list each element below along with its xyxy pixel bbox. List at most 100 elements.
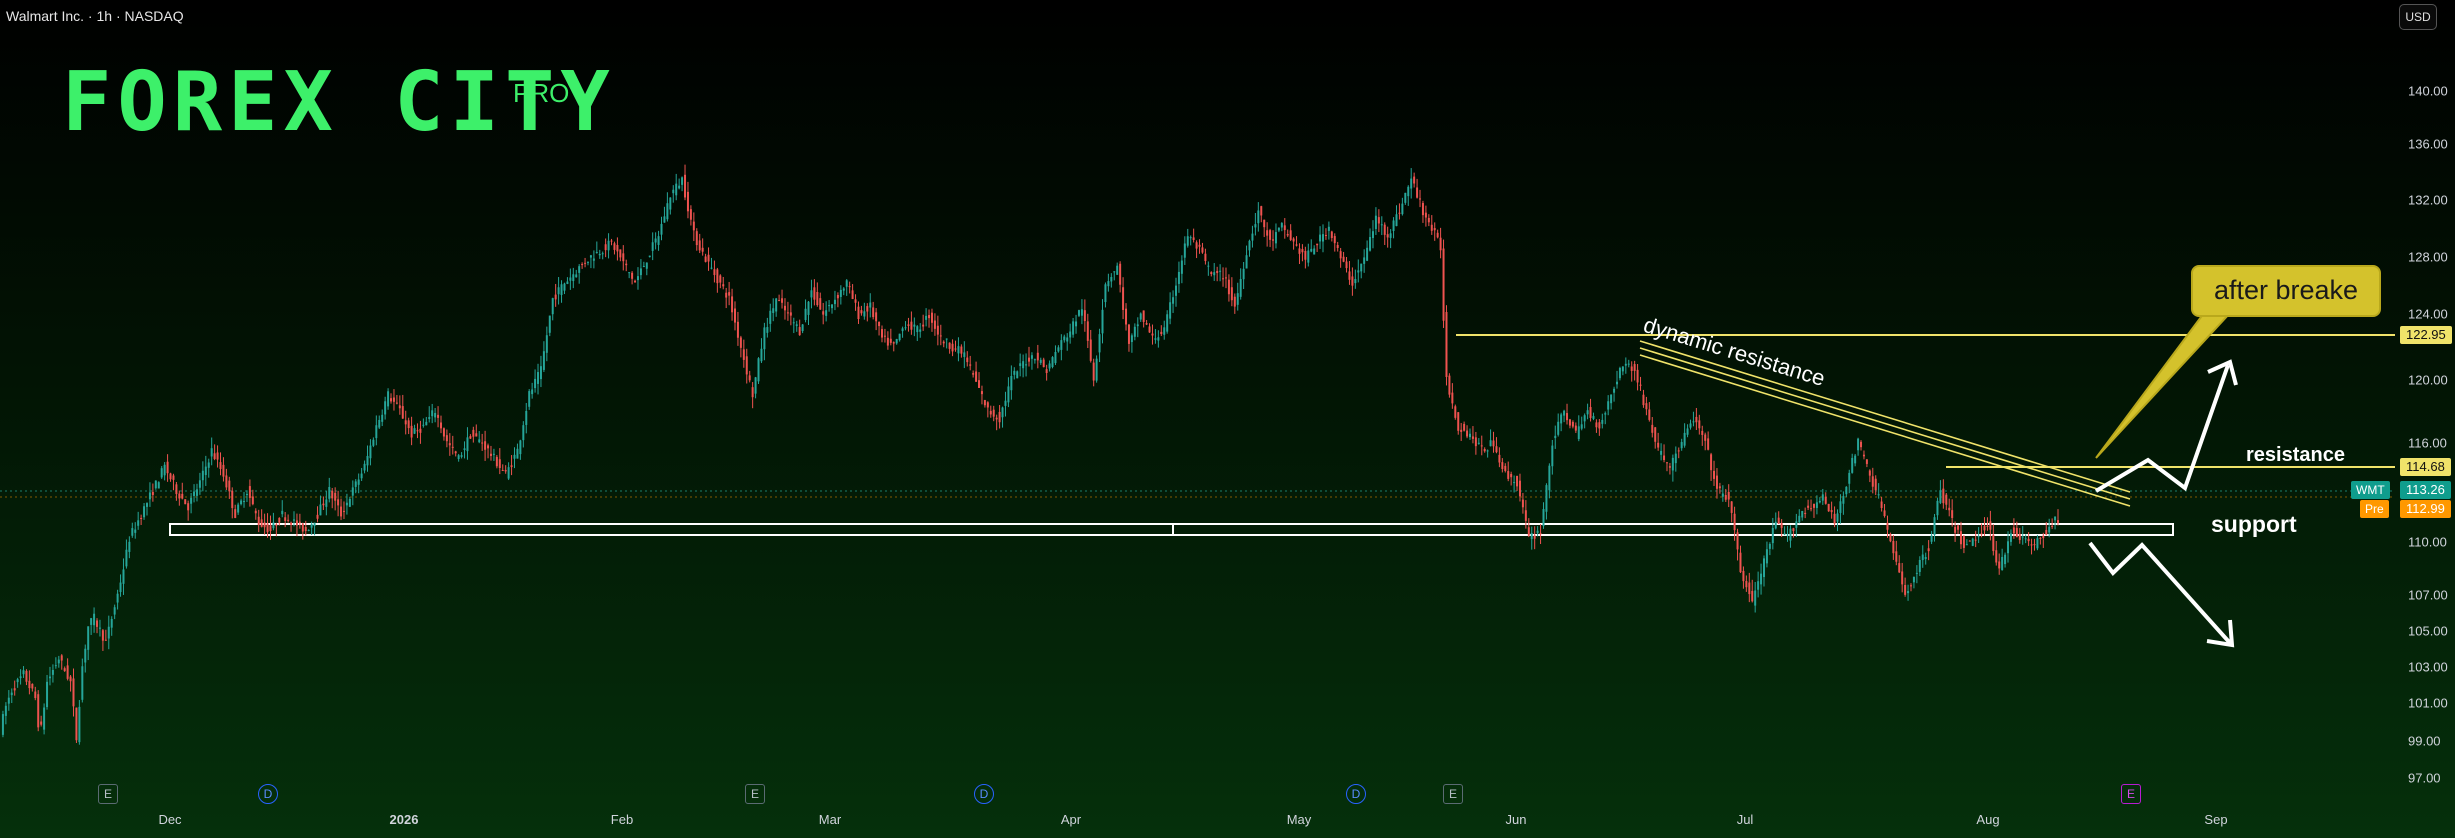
- candle-body: [1968, 540, 1971, 542]
- currency-button[interactable]: USD: [2399, 4, 2437, 30]
- candle-body: [1122, 287, 1125, 310]
- after-breake-callout[interactable]: after breake: [2191, 265, 2381, 317]
- candle-body: [1551, 445, 1554, 467]
- candle-body: [1183, 243, 1186, 258]
- candle-body: [1757, 581, 1760, 590]
- price-axis-tick: 116.00: [2408, 435, 2447, 451]
- candle-body: [1763, 558, 1765, 578]
- candle-body: [1642, 394, 1645, 406]
- candle-body: [628, 272, 631, 274]
- earnings-event-icon[interactable]: E: [745, 784, 765, 804]
- candle-body: [1257, 210, 1260, 224]
- dividend-event-icon[interactable]: D: [974, 784, 994, 804]
- candle-body: [692, 221, 695, 231]
- candle-body: [1860, 441, 1863, 448]
- candle-body: [522, 425, 525, 441]
- candle-body: [2007, 541, 2010, 554]
- candle-body: [1571, 421, 1574, 427]
- candle-body: [57, 659, 60, 664]
- support-zone-ext[interactable]: [1172, 523, 2174, 536]
- candle-body: [1530, 533, 1533, 540]
- candle-body: [1471, 436, 1474, 439]
- candle-body: [731, 296, 734, 313]
- candle-body: [1327, 226, 1330, 231]
- earnings-event-icon[interactable]: E: [1443, 784, 1463, 804]
- candle-body: [504, 470, 507, 472]
- candle-body: [1410, 178, 1413, 189]
- candle-body: [1736, 532, 1739, 550]
- candle-body: [1157, 337, 1160, 341]
- candle-body: [1821, 494, 1824, 501]
- candle-body: [325, 499, 328, 507]
- candle-body: [889, 338, 892, 343]
- candle-body: [19, 676, 22, 679]
- candle-body: [1313, 248, 1316, 255]
- candle-body: [736, 321, 739, 338]
- candle-body: [201, 470, 204, 481]
- candle-body: [119, 582, 122, 593]
- candle-body: [804, 308, 807, 321]
- candle-body: [1901, 571, 1904, 585]
- candle-body: [298, 521, 301, 523]
- candle-body: [122, 569, 125, 584]
- candle-body: [1554, 435, 1557, 439]
- candle-body: [257, 516, 260, 526]
- candle-body: [1812, 503, 1815, 508]
- earnings-event-icon[interactable]: E: [98, 784, 118, 804]
- candle-body: [137, 520, 140, 526]
- time-axis-tick: Apr: [1060, 812, 1082, 827]
- candle-body: [1160, 331, 1163, 335]
- support-zone[interactable]: [169, 523, 1174, 536]
- candle-body: [913, 324, 916, 327]
- candle-body: [1818, 500, 1821, 503]
- candle-body: [1645, 403, 1648, 410]
- candle-body: [2054, 516, 2057, 521]
- candle-body: [989, 410, 992, 415]
- candle-body: [225, 475, 228, 488]
- candle-body: [1633, 364, 1636, 371]
- candle-body: [907, 324, 910, 326]
- candle-body: [2051, 525, 2054, 527]
- dividend-event-icon[interactable]: D: [1346, 784, 1366, 804]
- dividend-event-icon[interactable]: D: [258, 784, 278, 804]
- candle-body: [775, 298, 778, 312]
- candle-body: [1492, 440, 1495, 447]
- candle-body: [140, 517, 143, 519]
- candle-body: [475, 433, 478, 437]
- candle-body: [1292, 238, 1295, 242]
- candle-body: [1180, 260, 1183, 274]
- price-axis-tick: 97.00: [2408, 770, 2441, 786]
- candle-body: [1533, 535, 1536, 539]
- candle-body: [84, 648, 87, 663]
- candle-body: [881, 329, 883, 338]
- dynamic-resistance-channel[interactable]: [1639, 340, 2131, 507]
- candle-body: [1686, 428, 1689, 435]
- candle-body: [781, 298, 784, 303]
- candle-body: [1886, 522, 1889, 530]
- candle-body: [516, 448, 519, 459]
- candle-body: [1883, 510, 1886, 517]
- candle-body: [366, 455, 369, 466]
- candle-body: [1236, 293, 1239, 305]
- current-price-label: 113.26: [2400, 481, 2451, 499]
- price-axis-tick: 105.00: [2408, 623, 2448, 639]
- candle-body: [1101, 309, 1104, 334]
- candle-body: [1448, 375, 1451, 395]
- price-axis-tick: 101.00: [2408, 695, 2448, 711]
- candle-body: [1175, 285, 1177, 296]
- candle-body: [1048, 363, 1051, 369]
- candle-body: [960, 346, 963, 354]
- candle-body: [301, 523, 304, 532]
- candle-body: [1654, 427, 1657, 442]
- candle-body: [1601, 419, 1604, 424]
- candle-body: [1733, 513, 1736, 531]
- candle-body: [1677, 450, 1680, 452]
- candle-body: [1692, 421, 1695, 423]
- candle-body: [1518, 480, 1521, 497]
- brand-logo: FOREX CITY: [62, 55, 616, 150]
- candle-body: [901, 328, 904, 332]
- candle-body: [348, 498, 351, 507]
- candle-body: [1036, 352, 1039, 361]
- upcoming-earnings-event-icon[interactable]: E: [2121, 784, 2141, 804]
